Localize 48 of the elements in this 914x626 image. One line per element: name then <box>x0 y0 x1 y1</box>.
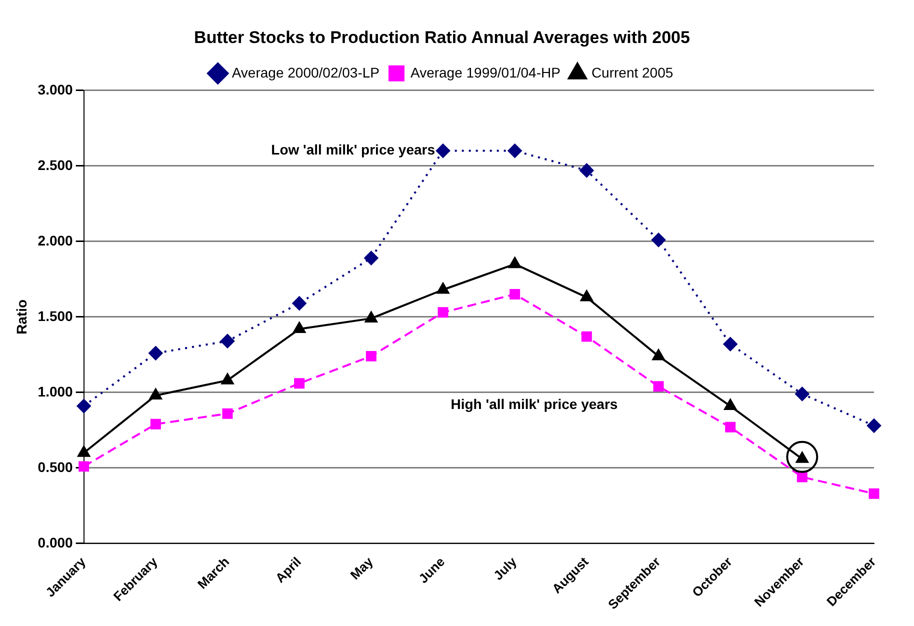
point <box>438 307 448 318</box>
point <box>293 322 306 334</box>
point <box>149 388 162 400</box>
legend-label: Average 1999/01/04-HP <box>410 64 560 80</box>
point <box>868 488 880 499</box>
legend-label: Average 2000/02/03-LP <box>232 64 380 80</box>
point <box>581 331 592 342</box>
point <box>220 334 234 348</box>
point <box>366 350 376 362</box>
point <box>796 472 808 482</box>
point <box>292 296 306 310</box>
point <box>364 251 378 266</box>
y-tick-label: 0.000 <box>38 534 74 550</box>
point <box>652 349 665 360</box>
y-tick-label: 3.000 <box>38 81 74 98</box>
annotation: High 'all milk' price years <box>450 396 618 412</box>
point <box>725 422 736 432</box>
y-axis-title: Ratio <box>13 299 30 334</box>
point <box>652 232 666 247</box>
point <box>436 282 450 294</box>
y-tick-label: 2.000 <box>38 232 74 248</box>
legend-label: Current 2005 <box>591 64 674 80</box>
point <box>294 378 305 389</box>
point <box>436 144 450 158</box>
point <box>78 461 90 472</box>
point <box>364 311 378 322</box>
y-tick-label: 1.500 <box>38 308 74 324</box>
point <box>150 418 161 430</box>
point <box>795 386 810 401</box>
point <box>221 373 234 384</box>
point <box>78 446 90 457</box>
point <box>222 408 233 419</box>
point <box>508 144 522 158</box>
annotation: Low 'all milk' price years <box>271 142 436 158</box>
point <box>580 290 593 302</box>
point <box>580 163 594 178</box>
point <box>148 346 163 360</box>
y-tick-label: 0.500 <box>38 458 74 475</box>
point <box>508 257 522 268</box>
point <box>724 399 737 410</box>
point <box>867 418 881 433</box>
chart-title: Butter Stocks to Production Ratio Annual Averages with 2005 <box>194 28 690 47</box>
y-tick-label: 2.500 <box>38 156 74 173</box>
point <box>653 381 664 392</box>
point <box>510 289 520 300</box>
y-tick-label: 1.000 <box>38 383 74 400</box>
point <box>723 337 738 352</box>
point <box>76 399 91 414</box>
